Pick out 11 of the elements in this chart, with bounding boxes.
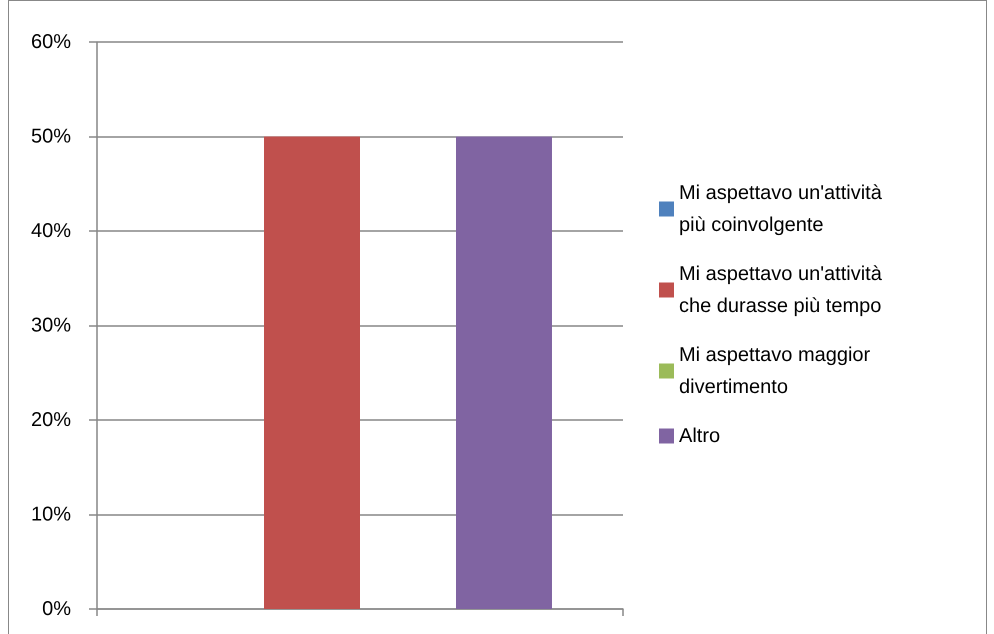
y-tick-label: 20% bbox=[30, 409, 72, 431]
y-tick-label: 40% bbox=[30, 220, 72, 242]
legend-label: Mi aspettavo maggior divertimento bbox=[679, 344, 876, 398]
y-tick-label: 0% bbox=[42, 598, 72, 620]
y-tick-label: 10% bbox=[30, 504, 72, 526]
y-tick-label: 50% bbox=[30, 126, 72, 148]
legend-label: Altro bbox=[679, 425, 720, 447]
y-tick-label: 30% bbox=[30, 314, 72, 336]
y-tick-label: 60% bbox=[30, 31, 72, 53]
legend-label: Mi aspettavo un'attività che durasse più tempo bbox=[679, 263, 888, 317]
legend-label: Mi aspettavo un'attività più coinvolgente bbox=[679, 182, 888, 236]
